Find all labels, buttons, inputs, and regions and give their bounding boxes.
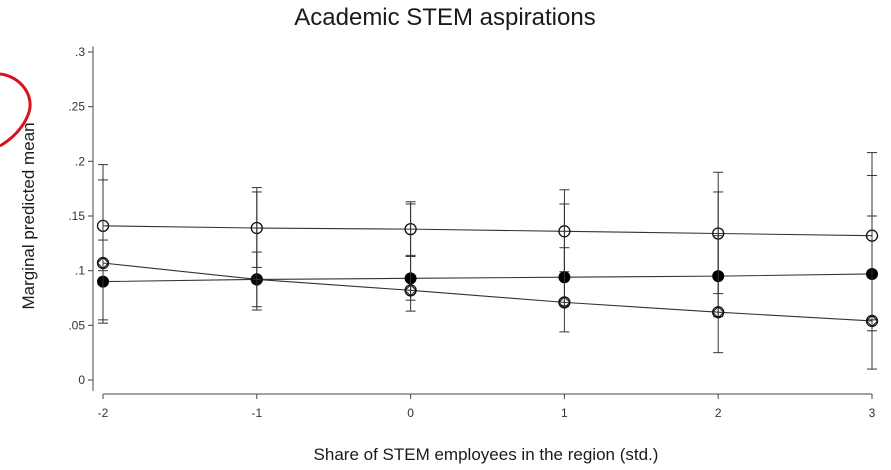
x-tick-label: 0 — [407, 406, 414, 420]
y-tick-label: .3 — [75, 45, 85, 59]
x-tick-label: -2 — [98, 406, 109, 420]
y-tick-label: .05 — [68, 318, 85, 332]
y-tick-label: 0 — [78, 373, 85, 387]
data-point — [558, 296, 571, 309]
y-tick-label: .25 — [68, 100, 85, 114]
marker-diamond — [96, 256, 110, 270]
x-tick-label: 3 — [869, 406, 876, 420]
chart-title: Academic STEM aspirations — [294, 4, 595, 31]
y-tick-label: .2 — [75, 154, 85, 168]
data-point — [711, 306, 725, 319]
plot-area — [96, 152, 879, 370]
y-axis-label: Marginal predicted mean — [19, 122, 38, 309]
data-point — [404, 284, 417, 297]
y-tick-label: .1 — [75, 264, 85, 278]
marker-diamond — [711, 306, 725, 319]
series-line — [102, 273, 873, 283]
marker-diamond — [865, 314, 879, 328]
data-point — [250, 273, 264, 286]
marker-diamond — [404, 284, 417, 297]
data-point — [96, 256, 110, 270]
axes: 0 .05 .1 .15 .2 .25 .3 -2 -1 0 1 2 3 — [68, 45, 875, 420]
marker-diamond — [558, 296, 571, 309]
x-axis-label: Share of STEM employees in the region (s… — [314, 445, 659, 464]
y-tick-label: .15 — [68, 209, 85, 223]
marker-diamond — [250, 273, 264, 286]
x-tick-label: 1 — [561, 406, 568, 420]
x-tick-label: -1 — [251, 406, 262, 420]
x-tick-label: 2 — [715, 406, 722, 420]
series-line — [102, 225, 873, 237]
red-annotation-circle — [0, 72, 32, 148]
data-point — [865, 314, 879, 328]
series-line — [102, 262, 873, 322]
